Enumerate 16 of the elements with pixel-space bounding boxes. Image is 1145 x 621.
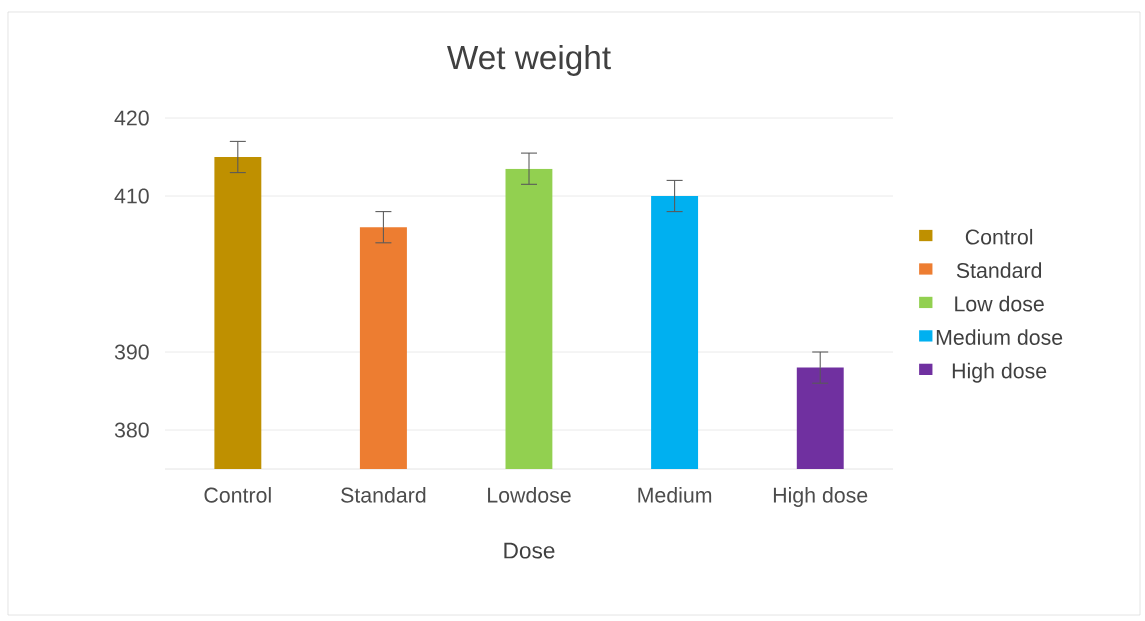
y-tick-label: 380	[114, 422, 149, 438]
x-tick-label: Lowdose	[488, 487, 571, 503]
x-tick-label: Standard	[341, 487, 426, 503]
y-tick-label: 410	[114, 188, 149, 204]
x-tick-label: Control	[204, 487, 271, 503]
legend-label: Standard	[956, 262, 1042, 279]
legend-label: Low dose	[955, 295, 1044, 312]
y-tick-label: 390	[114, 344, 149, 360]
legend-label: Control	[965, 228, 1033, 245]
chart-title: Wet weight	[447, 44, 611, 76]
legend-label: Medium dose	[936, 329, 1063, 345]
x-tick-label: High dose	[773, 487, 868, 507]
legend-label: High dose	[952, 362, 1047, 383]
x-axis-title: Dose	[504, 542, 555, 559]
y-tick-label: 420	[114, 110, 149, 126]
x-tick-label: Medium	[638, 487, 712, 503]
